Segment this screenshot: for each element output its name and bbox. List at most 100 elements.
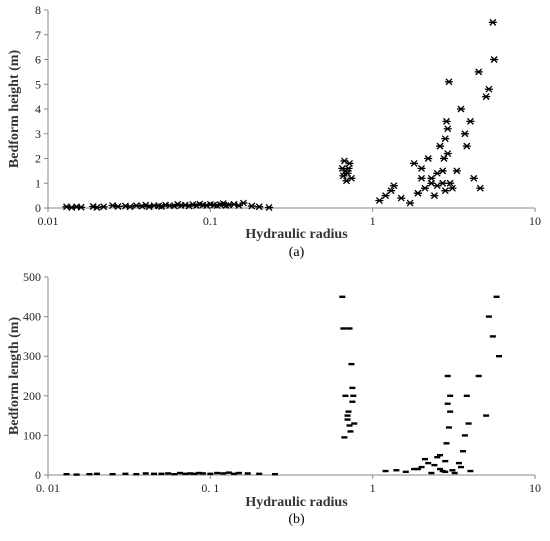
x-tick-label: 0.01 bbox=[38, 214, 59, 228]
data-point bbox=[445, 426, 452, 429]
data-point-stroke bbox=[174, 200, 182, 208]
panel-label: (b) bbox=[288, 512, 305, 527]
data-point bbox=[255, 203, 264, 211]
data-point bbox=[424, 155, 433, 162]
data-point bbox=[176, 471, 183, 475]
data-point-stroke bbox=[410, 159, 418, 167]
data-point bbox=[382, 469, 389, 473]
data-point bbox=[244, 472, 251, 475]
data-point bbox=[158, 472, 165, 476]
x-tick-label: 0. 01 bbox=[36, 481, 60, 495]
data-point-stroke bbox=[109, 202, 117, 209]
y-tick-label: 5 bbox=[35, 77, 41, 91]
data-point bbox=[476, 184, 485, 192]
data-point bbox=[195, 471, 202, 475]
data-point-stroke bbox=[345, 164, 352, 172]
data-point-stroke bbox=[445, 78, 453, 86]
data-point bbox=[485, 315, 492, 318]
data-point-stroke bbox=[441, 187, 449, 195]
data-point bbox=[488, 18, 497, 26]
data-point-stroke bbox=[390, 182, 398, 190]
data-point-stroke bbox=[126, 203, 134, 211]
data-point bbox=[431, 463, 438, 467]
data-point bbox=[182, 472, 189, 476]
data-point bbox=[406, 199, 415, 207]
data-point bbox=[345, 410, 352, 413]
data-point-stroke bbox=[461, 130, 469, 138]
data-point bbox=[442, 459, 449, 463]
y-tick-label: 8 bbox=[35, 3, 41, 17]
data-point bbox=[451, 471, 458, 475]
data-point-stroke bbox=[387, 187, 395, 195]
data-point bbox=[433, 169, 442, 177]
data-point bbox=[449, 469, 456, 472]
data-point bbox=[93, 472, 100, 476]
data-point bbox=[342, 394, 349, 397]
data-point bbox=[452, 167, 461, 175]
data-point bbox=[410, 159, 419, 167]
y-tick-label: 300 bbox=[23, 349, 41, 363]
y-tick-label: 2 bbox=[35, 152, 41, 166]
data-point bbox=[109, 473, 116, 476]
data-point bbox=[495, 355, 502, 358]
data-point bbox=[461, 434, 468, 437]
data-point-stroke bbox=[89, 203, 97, 210]
data-point bbox=[389, 182, 398, 190]
y-tick-label: 0 bbox=[35, 468, 41, 482]
data-point-stroke bbox=[343, 177, 350, 185]
y-tick-label: 1 bbox=[35, 176, 41, 190]
data-point bbox=[466, 117, 475, 125]
data-point bbox=[444, 78, 453, 86]
data-point bbox=[346, 424, 353, 427]
data-point-stroke bbox=[444, 150, 452, 158]
data-point bbox=[463, 394, 470, 397]
data-point bbox=[265, 204, 274, 211]
x-tick-label: 10 bbox=[529, 214, 541, 228]
data-point-stroke bbox=[375, 197, 383, 205]
data-point bbox=[349, 400, 356, 403]
data-point-stroke bbox=[240, 199, 247, 207]
data-point-stroke bbox=[132, 202, 140, 209]
data-point bbox=[171, 473, 178, 476]
data-point bbox=[457, 465, 464, 469]
x-tick-label: 1 bbox=[370, 481, 376, 495]
data-point bbox=[442, 470, 449, 474]
data-point bbox=[347, 430, 354, 433]
data-point bbox=[418, 465, 425, 469]
y-tick-label: 200 bbox=[23, 389, 41, 403]
data-point bbox=[231, 472, 238, 476]
data-point bbox=[447, 410, 454, 413]
data-point bbox=[214, 471, 221, 475]
data-point bbox=[439, 155, 448, 162]
x-tick-label: 0.1 bbox=[203, 214, 218, 228]
data-point-stroke bbox=[114, 203, 122, 210]
data-point bbox=[108, 202, 117, 209]
data-point bbox=[122, 472, 129, 476]
data-point-stroke bbox=[443, 117, 450, 125]
data-point-stroke bbox=[142, 201, 150, 209]
data-point-stroke bbox=[406, 199, 414, 207]
data-point bbox=[397, 194, 406, 202]
data-point bbox=[448, 184, 457, 192]
data-point bbox=[434, 455, 441, 459]
data-point bbox=[484, 85, 493, 93]
data-point bbox=[446, 179, 455, 187]
data-point bbox=[342, 177, 351, 185]
data-point bbox=[455, 461, 462, 465]
data-point bbox=[414, 467, 421, 471]
data-point-stroke bbox=[440, 155, 448, 162]
data-point bbox=[443, 125, 452, 133]
data-point-stroke bbox=[421, 184, 429, 192]
data-point bbox=[349, 386, 356, 390]
data-point bbox=[86, 473, 93, 476]
data-point bbox=[235, 471, 242, 475]
data-point-stroke bbox=[397, 194, 405, 202]
data-point bbox=[63, 473, 70, 476]
data-point bbox=[341, 436, 348, 439]
data-point bbox=[239, 199, 248, 207]
data-point bbox=[425, 461, 432, 465]
data-point-stroke bbox=[453, 167, 461, 175]
data-point-stroke bbox=[382, 192, 389, 200]
data-point-stroke bbox=[475, 68, 483, 76]
data-point bbox=[351, 422, 358, 425]
